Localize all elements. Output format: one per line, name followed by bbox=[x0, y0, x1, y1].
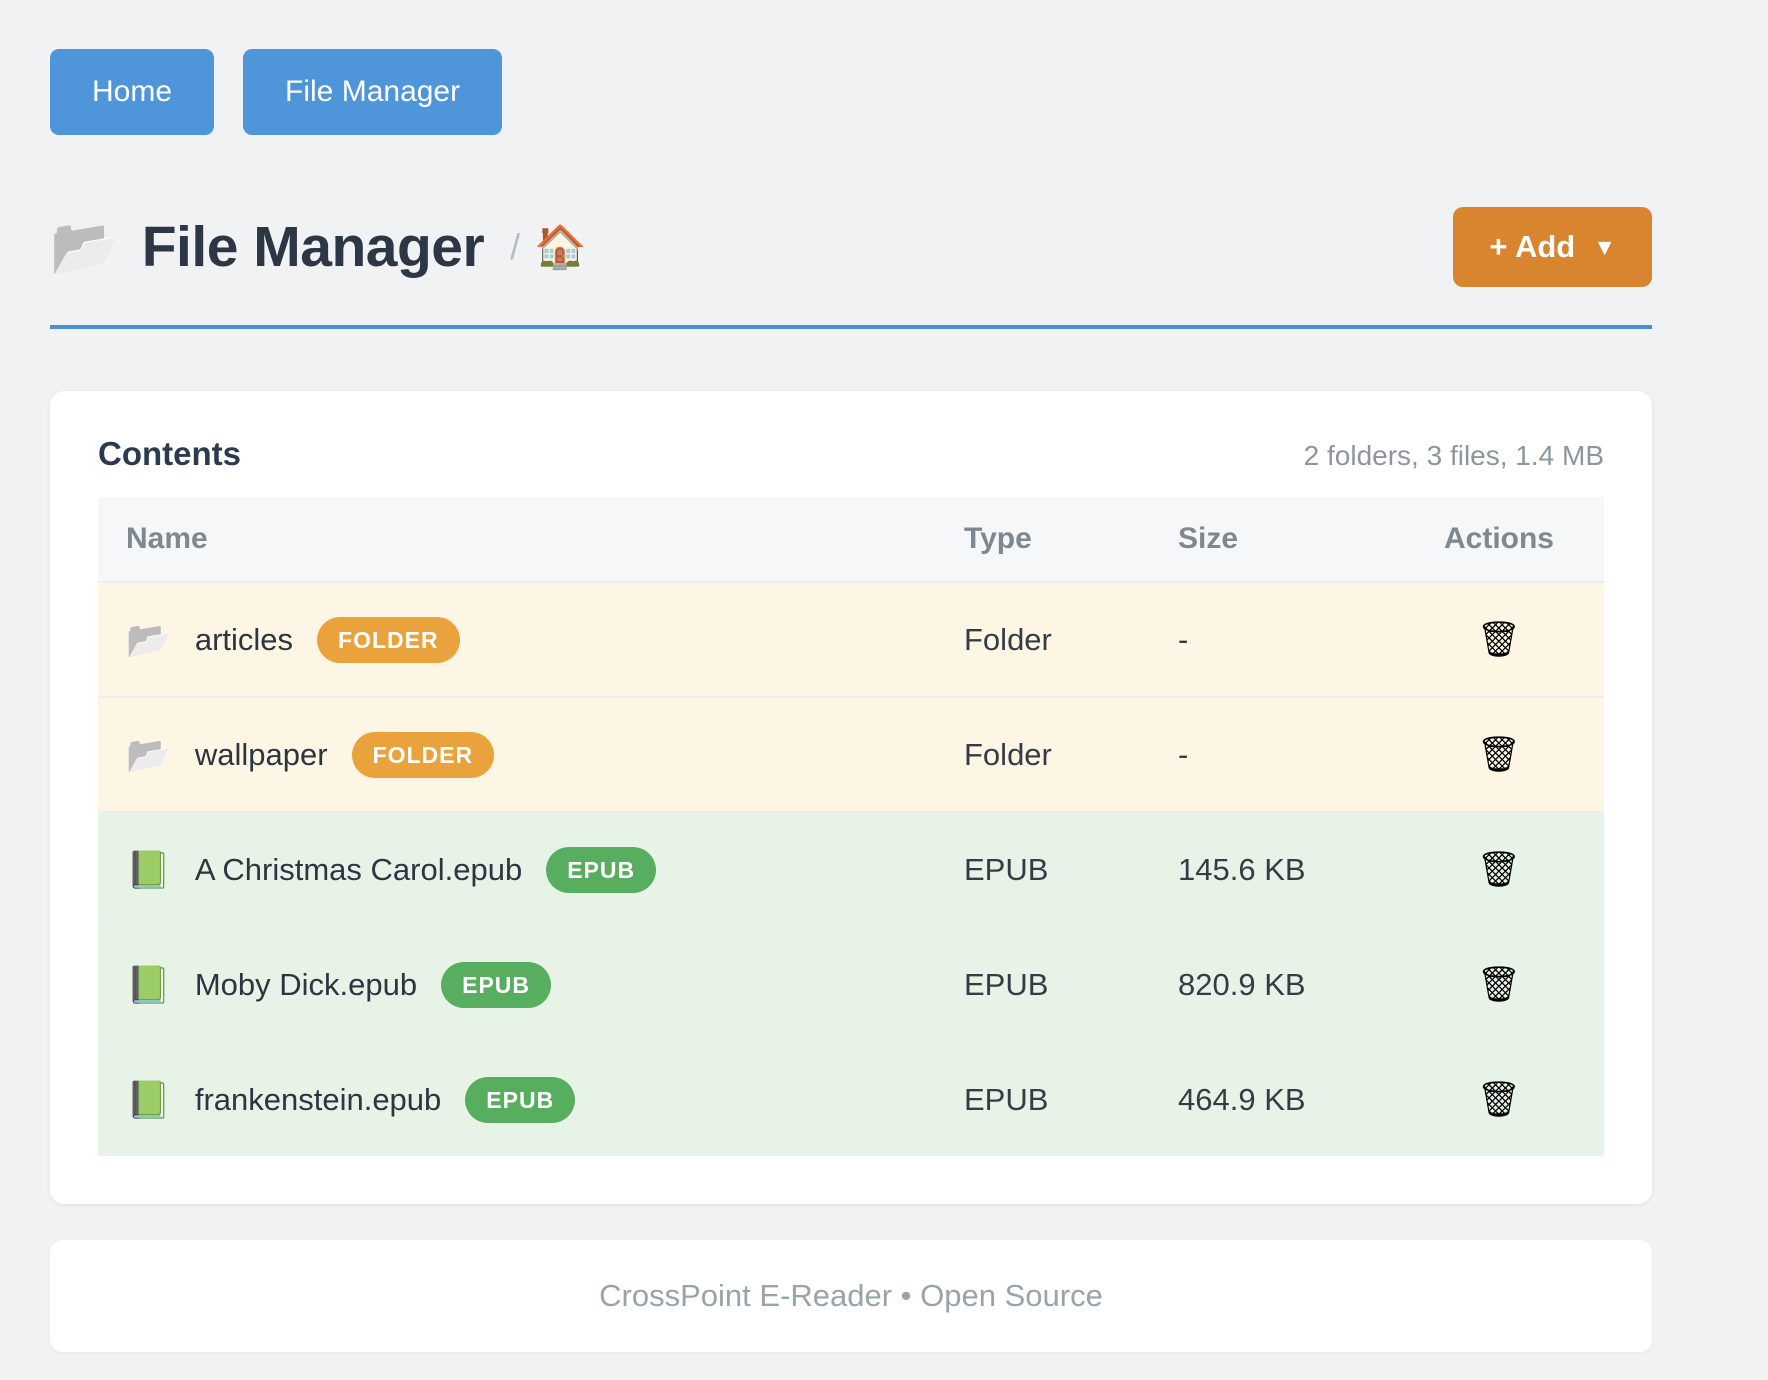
trash-icon: 🗑 bbox=[1476, 1080, 1522, 1119]
breadcrumb-separator: / bbox=[510, 226, 521, 267]
file-name-link[interactable]: frankenstein.epub bbox=[194, 1081, 442, 1117]
page-title-group: 📂 File Manager / 🏠 bbox=[50, 214, 586, 280]
epub-badge: EPUB bbox=[546, 846, 657, 893]
column-header-size: Size bbox=[1178, 497, 1408, 582]
file-type: Folder bbox=[964, 581, 1178, 697]
folder-icon: 📂 bbox=[126, 733, 171, 775]
folder-badge: FOLDER bbox=[317, 616, 460, 663]
file-table: Name Type Size Actions 📂 articles FOLDER… bbox=[98, 497, 1604, 1156]
table-row: 📗 Moby Dick.epub EPUB EPUB 820.9 KB 🗑 bbox=[98, 926, 1604, 1042]
add-button-label: + Add bbox=[1489, 229, 1576, 264]
table-row: 📗 A Christmas Carol.epub EPUB EPUB 145.6… bbox=[98, 811, 1604, 927]
footer-text: CrossPoint E-Reader • Open Source bbox=[599, 1278, 1103, 1313]
contents-card-header: Contents 2 folders, 3 files, 1.4 MB bbox=[98, 435, 1604, 473]
contents-summary: 2 folders, 3 files, 1.4 MB bbox=[1303, 440, 1604, 471]
book-icon: 📗 bbox=[126, 848, 171, 890]
file-type: EPUB bbox=[964, 811, 1178, 927]
nav-file-manager-button[interactable]: File Manager bbox=[243, 49, 503, 135]
file-name-link[interactable]: articles bbox=[194, 621, 294, 657]
footer: CrossPoint E-Reader • Open Source bbox=[50, 1240, 1652, 1352]
contents-card: Contents 2 folders, 3 files, 1.4 MB Name… bbox=[50, 391, 1652, 1204]
file-type: Folder bbox=[964, 696, 1178, 812]
file-type: EPUB bbox=[964, 926, 1178, 1042]
file-size: - bbox=[1178, 581, 1408, 697]
delete-button[interactable]: 🗑 bbox=[1477, 734, 1521, 775]
column-header-name: Name bbox=[98, 497, 964, 582]
file-size: 820.9 KB bbox=[1178, 926, 1408, 1042]
file-size: - bbox=[1178, 696, 1408, 812]
table-header-row: Name Type Size Actions bbox=[98, 497, 1604, 582]
trash-icon: 🗑 bbox=[1476, 735, 1522, 774]
delete-button[interactable]: 🗑 bbox=[1477, 619, 1521, 660]
table-row: 📂 articles FOLDER Folder - 🗑 bbox=[98, 581, 1604, 697]
add-button[interactable]: + Add ▼ bbox=[1453, 207, 1652, 287]
delete-button[interactable]: 🗑 bbox=[1477, 1079, 1521, 1120]
folder-badge: FOLDER bbox=[351, 731, 495, 778]
folder-icon: 📂 bbox=[126, 618, 171, 660]
file-name-link[interactable]: Moby Dick.epub bbox=[194, 966, 418, 1002]
epub-badge: EPUB bbox=[465, 1076, 576, 1123]
file-size: 464.9 KB bbox=[1178, 1041, 1408, 1156]
nav-home-button[interactable]: Home bbox=[50, 49, 215, 135]
page: Home File Manager 📂 File Manager / 🏠 + A… bbox=[50, 0, 1652, 1352]
column-header-actions: Actions bbox=[1408, 497, 1604, 582]
trash-icon: 🗑 bbox=[1476, 965, 1522, 1004]
trash-icon: 🗑 bbox=[1476, 620, 1522, 659]
file-name-link[interactable]: wallpaper bbox=[194, 736, 328, 772]
book-icon: 📗 bbox=[126, 963, 171, 1005]
contents-title: Contents bbox=[98, 435, 241, 472]
top-navigation: Home File Manager bbox=[50, 0, 1652, 135]
book-icon: 📗 bbox=[126, 1078, 171, 1120]
file-type: EPUB bbox=[964, 1041, 1178, 1156]
file-size: 145.6 KB bbox=[1178, 811, 1408, 927]
file-name-link[interactable]: A Christmas Carol.epub bbox=[194, 851, 523, 887]
table-row: 📗 frankenstein.epub EPUB EPUB 464.9 KB 🗑 bbox=[98, 1041, 1604, 1156]
page-header: 📂 File Manager / 🏠 + Add ▼ bbox=[50, 205, 1652, 289]
table-row: 📂 wallpaper FOLDER Folder - 🗑 bbox=[98, 696, 1604, 812]
delete-button[interactable]: 🗑 bbox=[1477, 964, 1521, 1005]
chevron-down-icon: ▼ bbox=[1593, 233, 1616, 260]
trash-icon: 🗑 bbox=[1476, 850, 1522, 889]
delete-button[interactable]: 🗑 bbox=[1477, 849, 1521, 890]
page-title: File Manager bbox=[141, 215, 485, 279]
column-header-type: Type bbox=[964, 497, 1178, 582]
epub-badge: EPUB bbox=[441, 961, 552, 1008]
folder-icon: 📂 bbox=[50, 215, 120, 278]
breadcrumb-home-icon[interactable]: 🏠 bbox=[534, 222, 587, 270]
title-divider bbox=[50, 325, 1652, 329]
